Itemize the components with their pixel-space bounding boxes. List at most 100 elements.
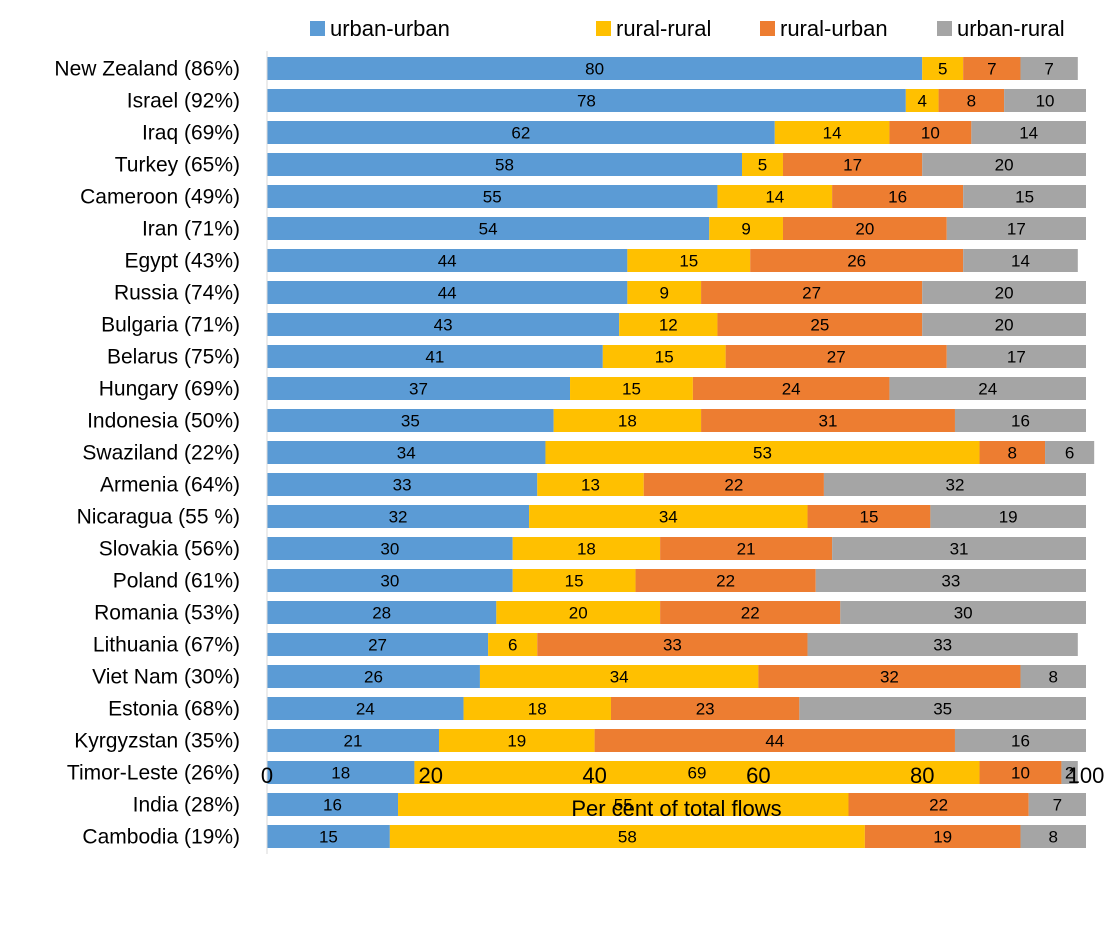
bar-segment-rural-urban [537, 633, 808, 656]
bar-segment-rural-rural [537, 473, 644, 496]
data-label: 16 [888, 188, 907, 207]
bar-segment-urban-rural [1020, 665, 1086, 688]
bar-segment-rural-urban [594, 729, 955, 752]
category-label: Lithuania (67%) [93, 634, 240, 657]
data-label: 23 [696, 700, 715, 719]
data-label: 22 [716, 572, 735, 591]
data-label: 9 [659, 284, 668, 303]
bar-row: 62 14 10 14 [267, 121, 1086, 144]
bar-segment-rural-rural [709, 217, 783, 240]
data-label: 26 [847, 252, 866, 271]
x-tick-label: 40 [582, 763, 606, 788]
data-label: 7 [1044, 60, 1053, 79]
bar-row: 18 69 10 2 [267, 761, 1078, 784]
data-label: 19 [507, 732, 526, 751]
data-label: 15 [622, 380, 641, 399]
bar-segment-urban-rural [815, 569, 1086, 592]
bar-segment-urban-urban [267, 249, 628, 272]
data-label: 33 [933, 636, 952, 655]
legend-label: urban-rural [957, 16, 1065, 41]
legend: urban-urban rural-rural rural-urban urban-r… [310, 16, 1065, 41]
data-label: 18 [528, 700, 547, 719]
x-axis-title: Per cent of total flows [571, 796, 781, 821]
bar-segment-rural-rural [717, 185, 833, 208]
data-label: 10 [1011, 764, 1030, 783]
data-label: 34 [659, 508, 678, 527]
data-label: 35 [933, 700, 952, 719]
data-label: 15 [565, 572, 584, 591]
bar-segment-urban-rural [946, 345, 1086, 368]
data-label: 31 [819, 412, 838, 431]
data-label: 32 [880, 668, 899, 687]
legend-item: rural-rural [596, 16, 711, 41]
bar-segment-rural-rural [438, 729, 595, 752]
bar-segment-urban-urban [267, 441, 546, 464]
x-tick-label: 100 [1068, 763, 1105, 788]
bar-row: 34 53 8 6 [267, 441, 1095, 464]
data-label: 24 [782, 380, 801, 399]
data-label: 31 [950, 540, 969, 559]
data-label: 20 [995, 316, 1014, 335]
data-label: 15 [679, 252, 698, 271]
bar-row: 32 34 15 19 [267, 505, 1086, 528]
bar-segment-urban-rural [1020, 825, 1086, 848]
data-label: 13 [581, 476, 600, 495]
bar-row: 58 5 17 20 [267, 153, 1086, 176]
category-label: Romania (53%) [94, 602, 240, 625]
bar-segment-urban-urban [267, 505, 530, 528]
data-label: 28 [372, 604, 391, 623]
data-label: 55 [614, 796, 633, 815]
data-label: 54 [479, 220, 498, 239]
legend-item: urban-urban [310, 16, 450, 41]
bar-segment-urban-rural [930, 505, 1086, 528]
category-label: Iran (71%) [142, 218, 240, 241]
category-label: Cambodia (19%) [82, 826, 240, 849]
bar-segment-urban-urban [267, 217, 710, 240]
bar-segment-rural-urban [864, 825, 1021, 848]
bar-segment-urban-urban [267, 153, 743, 176]
data-label: 7 [987, 60, 996, 79]
bar-segment-rural-rural [553, 409, 702, 432]
data-label: 8 [967, 92, 976, 111]
data-label: 32 [945, 476, 964, 495]
bar-segment-rural-urban [832, 185, 964, 208]
bar-segment-rural-urban [701, 281, 923, 304]
data-label: 17 [843, 156, 862, 175]
bar-segment-urban-rural [889, 377, 1086, 400]
bar-segment-urban-rural [946, 217, 1086, 240]
bar-row: 26 34 32 8 [267, 665, 1086, 688]
data-label: 14 [823, 124, 842, 143]
data-label: 26 [364, 668, 383, 687]
bar-row: 27 6 33 33 [267, 633, 1078, 656]
bar-segment-urban-urban [267, 89, 906, 112]
data-label: 32 [389, 508, 408, 527]
bar-segment-urban-rural [963, 249, 1078, 272]
bar-segment-rural-urban [717, 313, 923, 336]
bar-segment-urban-urban [267, 633, 489, 656]
bar-segment-rural-urban [643, 473, 824, 496]
bar-row: 37 15 24 24 [267, 377, 1086, 400]
bar-segment-rural-rural [529, 505, 808, 528]
bar-segment-rural-rural [414, 761, 980, 784]
data-label: 22 [929, 796, 948, 815]
data-label: 19 [999, 508, 1018, 527]
category-label: Israel (92%) [127, 90, 240, 113]
bar-segment-rural-urban [635, 569, 816, 592]
data-label: 27 [802, 284, 821, 303]
category-label: Viet Nam (30%) [92, 666, 240, 689]
x-tick-label: 80 [910, 763, 934, 788]
bar-segment-urban-rural [1045, 441, 1095, 464]
data-label: 27 [368, 636, 387, 655]
category-label: Armenia (64%) [100, 474, 240, 497]
category-label: Hungary (69%) [99, 378, 240, 401]
data-label: 4 [917, 92, 926, 111]
category-label: Bulgaria (71%) [101, 314, 240, 337]
bar-segment-urban-rural [954, 729, 1086, 752]
bar-segment-rural-rural [922, 57, 964, 80]
bar-row: 78 4 8 10 [267, 89, 1086, 112]
data-label: 18 [331, 764, 350, 783]
category-label: Kyrgyzstan (35%) [74, 730, 240, 753]
bar-segment-urban-rural [807, 633, 1078, 656]
